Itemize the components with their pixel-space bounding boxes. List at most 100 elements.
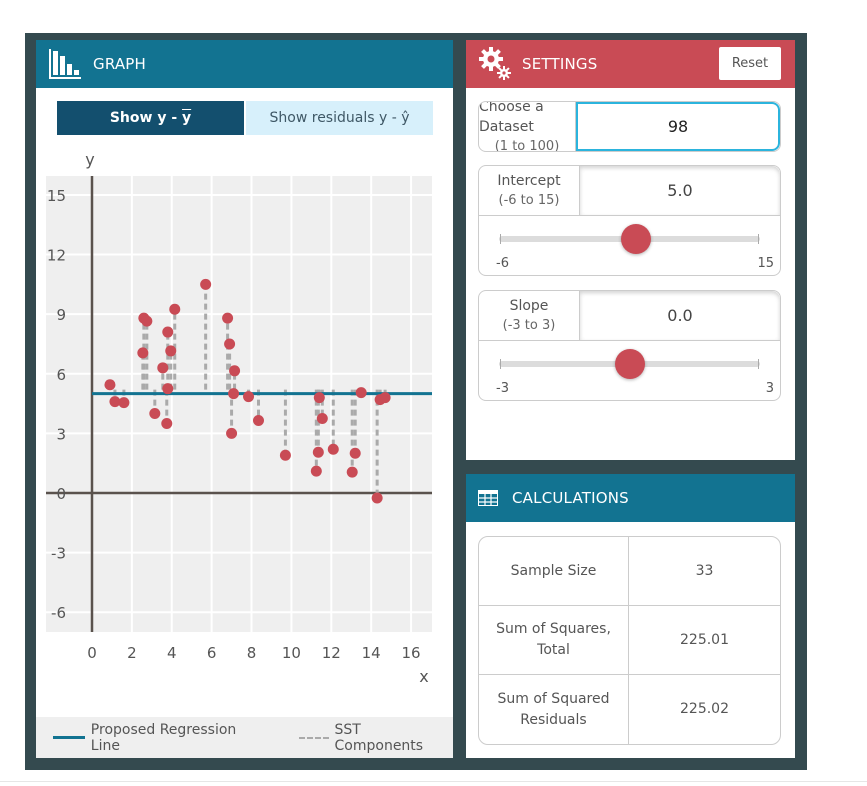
y-tick-label: 9 (56, 306, 66, 324)
sample-size-value: 33 (629, 537, 780, 606)
data-point[interactable] (104, 379, 116, 391)
x-tick-label: 2 (127, 644, 137, 662)
slope-slider-handle[interactable] (614, 349, 645, 379)
x-tick-label: 4 (167, 644, 177, 662)
data-point[interactable] (243, 391, 255, 403)
data-point[interactable] (165, 345, 177, 357)
intercept-range: (-6 to 15) (498, 192, 560, 208)
x-axis-label: x (419, 667, 428, 686)
legend-regression-line: Proposed Regression Line (36, 722, 269, 754)
dataset-label: Choose a Dataset (1 to 100) (479, 102, 576, 151)
scatter-chart: -6 -3 0 3 6 9 12 15 0 2 4 6 8 10 12 14 16 x y (36, 140, 453, 720)
data-point[interactable] (371, 492, 383, 504)
data-point[interactable] (279, 449, 291, 461)
solid-line-swatch-icon (53, 736, 85, 739)
slope-input[interactable] (580, 291, 780, 340)
sst-value: 225.01 (629, 606, 780, 675)
ssr-label: Sum of Squared Residuals (479, 675, 629, 744)
data-point[interactable] (313, 392, 325, 404)
data-point[interactable] (137, 347, 149, 359)
legend-sst-components: SST Components (269, 722, 453, 754)
intercept-slider[interactable]: -6 15 (479, 215, 780, 275)
x-tick-label: 14 (362, 644, 381, 662)
show-sst-toggle[interactable]: Show y - y (57, 101, 244, 135)
slope-field: Slope (-3 to 3) -3 3 (478, 290, 781, 401)
data-point[interactable] (157, 362, 169, 374)
calculations-title: CALCULATIONS (512, 489, 629, 507)
y-tick-label: 3 (56, 425, 66, 443)
y-tick-label: -3 (51, 545, 66, 563)
plot-background (46, 176, 432, 632)
dataset-field: Choose a Dataset (1 to 100) (478, 101, 781, 152)
table-row: Sum of Squared Residuals 225.02 (479, 675, 780, 744)
settings-header: SETTINGS Reset (466, 40, 795, 88)
data-point[interactable] (161, 417, 173, 429)
data-point[interactable] (162, 326, 174, 338)
legend-sst-label: SST Components (334, 721, 424, 754)
y-axis-label: y (85, 150, 94, 169)
slope-range: (-3 to 3) (502, 317, 556, 333)
dataset-input[interactable] (576, 102, 780, 151)
data-point[interactable] (109, 396, 121, 408)
calculations-header: CALCULATIONS (466, 474, 795, 522)
show-residuals-label: Show residuals y - ŷ (269, 110, 410, 126)
reset-button[interactable]: Reset (719, 47, 781, 80)
data-point[interactable] (312, 446, 324, 458)
x-tick-label: 0 (87, 644, 97, 662)
slider-tick-max (758, 359, 759, 369)
data-point[interactable] (346, 466, 358, 478)
data-point[interactable] (252, 414, 264, 426)
intercept-input[interactable] (580, 166, 780, 215)
show-sst-label: Show y - (109, 110, 183, 126)
y-bar-symbol: y (182, 110, 192, 126)
settings-panel: SETTINGS Reset Choose a Dataset (1 to 10… (466, 40, 795, 460)
data-point[interactable] (169, 303, 181, 315)
data-point[interactable] (222, 312, 234, 324)
x-tick-label: 8 (247, 644, 257, 662)
data-point[interactable] (226, 427, 238, 439)
show-residuals-toggle[interactable]: Show residuals y - ŷ (246, 101, 433, 135)
graph-panel: GRAPH Show y - y Show residuals y - ŷ -6… (36, 40, 453, 758)
chart-legend: Proposed Regression Line SST Components (36, 717, 453, 758)
data-point[interactable] (200, 278, 212, 290)
x-tick-label: 6 (207, 644, 217, 662)
sample-size-label: Sample Size (479, 537, 629, 606)
slider-tick-max (758, 234, 759, 244)
data-point[interactable] (379, 392, 391, 404)
data-point[interactable] (224, 338, 236, 350)
data-point[interactable] (327, 443, 339, 455)
data-point[interactable] (228, 388, 240, 400)
x-tick-label: 16 (401, 644, 420, 662)
slope-slider[interactable]: -3 3 (479, 340, 780, 400)
bar-chart-icon (49, 49, 81, 79)
dataset-range: (1 to 100) (494, 138, 560, 152)
table-row: Sample Size 33 (479, 537, 780, 606)
x-tick-label: 10 (282, 644, 301, 662)
calculations-table: Sample Size 33 Sum of Squares, Total 225… (478, 536, 781, 745)
intercept-max-label: 15 (757, 256, 774, 271)
gears-icon (479, 47, 511, 80)
table-icon (478, 490, 498, 506)
page-divider (0, 781, 867, 782)
sst-label: Sum of Squares, Total (479, 606, 629, 675)
data-point[interactable] (149, 408, 161, 420)
y-tick-label: 12 (47, 247, 66, 265)
ssr-value: 225.02 (680, 701, 729, 717)
chart-canvas[interactable]: -6 -3 0 3 6 9 12 15 0 2 4 6 8 10 12 14 16 x y (36, 140, 453, 720)
dashed-line-swatch-icon (298, 736, 329, 739)
data-point[interactable] (229, 365, 241, 377)
data-point[interactable] (162, 383, 174, 395)
data-point[interactable] (118, 397, 130, 409)
y-tick-label: 0 (56, 485, 66, 503)
intercept-slider-handle[interactable] (620, 224, 651, 254)
data-point[interactable] (310, 465, 322, 477)
dataset-label-text: Choose a Dataset (479, 101, 544, 135)
data-point[interactable] (349, 447, 361, 459)
calculations-panel: CALCULATIONS Sample Size 33 Sum of Squar… (466, 474, 795, 758)
slope-label-text: Slope (509, 297, 549, 314)
data-point[interactable] (355, 387, 367, 399)
data-point[interactable] (316, 412, 328, 424)
slope-min-label: -3 (496, 381, 509, 396)
data-point[interactable] (141, 315, 153, 327)
slider-tick-min (500, 234, 501, 244)
